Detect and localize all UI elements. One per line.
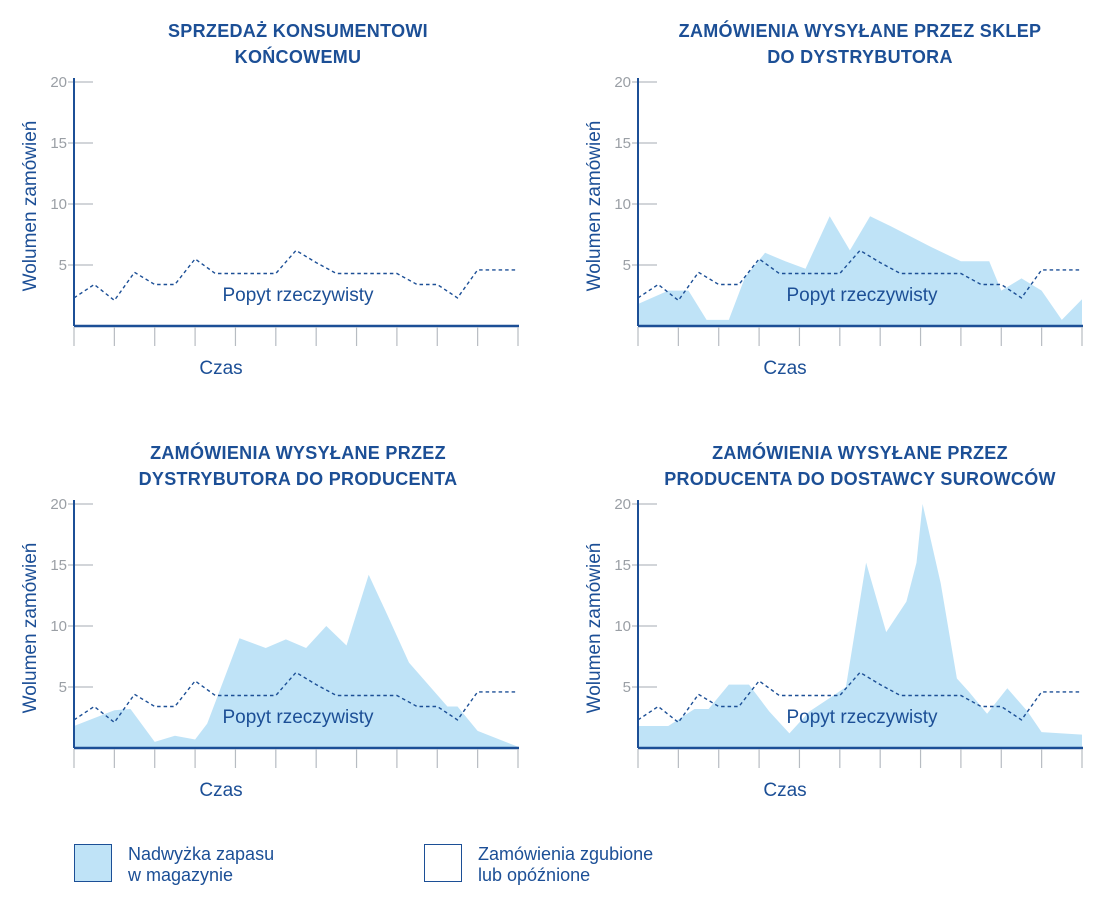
legend-label-line: w magazynie	[128, 865, 234, 885]
surplus-area	[74, 574, 518, 748]
surplus-area	[638, 504, 1082, 748]
y-tick-label: 5	[623, 257, 631, 274]
chart-title-line: SPRZEDAŻ KONSUMENTOWI	[168, 21, 428, 41]
x-axis-label: Czas	[199, 358, 242, 379]
chart-title-distributor-to-producer: ZAMÓWIENIA WYSYŁANE PRZEZ DYSTRYBUTORA D…	[60, 440, 536, 492]
demand-label: Popyt rzeczywisty	[223, 285, 374, 306]
y-axis-label: Wolumen zamówień	[20, 543, 41, 714]
x-axis-label: Czas	[763, 358, 806, 379]
chart-panel: 5 10 15 20 Popyt rzeczywisty Czas Wolumen zamó…	[20, 496, 519, 801]
chart-title-line: ZAMÓWIENIA WYSYŁANE PRZEZ	[150, 443, 446, 463]
demand-label: Popyt rzeczywisty	[223, 707, 374, 728]
y-tick-label: 15	[50, 557, 67, 574]
demand-line	[637, 671, 1082, 724]
y-tick-label: 5	[623, 679, 631, 696]
y-tick-label: 10	[614, 618, 631, 635]
y-tick-label: 10	[50, 196, 67, 213]
y-tick-label: 20	[614, 496, 631, 513]
x-axis-label: Czas	[763, 780, 806, 801]
demand-label: Popyt rzeczywisty	[787, 707, 938, 728]
y-tick-label: 5	[59, 679, 67, 696]
y-tick-label: 20	[614, 74, 631, 91]
legend-swatch-surplus	[74, 844, 112, 882]
y-tick-label: 20	[50, 74, 67, 91]
demand-line	[73, 249, 518, 302]
chart-title-producer-to-supplier: ZAMÓWIENIA WYSYŁANE PRZEZ PRODUCENTA DO …	[600, 440, 1120, 492]
chart-title-line: DYSTRYBUTORA DO PRODUCENTA	[138, 469, 458, 489]
surplus-area	[638, 216, 1082, 326]
legend-label-line: lub opóźnione	[478, 865, 591, 885]
demand-line	[637, 249, 1082, 302]
y-tick-label: 20	[50, 496, 67, 513]
legend-label-surplus: Nadwyżka zapasu w magazynie	[128, 844, 274, 886]
chart-title-consumer-sales: SPRZEDAŻ KONSUMENTOWI KOŃCOWEMU	[60, 18, 536, 70]
legend-swatch-lost-orders	[424, 844, 462, 882]
x-axis-label: Czas	[199, 780, 242, 801]
y-axis-label: Wolumen zamówień	[584, 121, 605, 292]
chart-panel: 5 10 15 20 Popyt rzeczywisty Czas Wolumen zamó…	[20, 74, 519, 379]
y-tick-label: 10	[50, 618, 67, 635]
y-axis-label: Wolumen zamówień	[584, 543, 605, 714]
chart-title-line: PRODUCENTA DO DOSTAWCY SUROWCÓW	[664, 469, 1056, 489]
y-tick-label: 10	[614, 196, 631, 213]
y-tick-label: 5	[59, 257, 67, 274]
y-tick-label: 15	[614, 135, 631, 152]
y-tick-label: 15	[50, 135, 67, 152]
chart-title-line: DO DYSTRYBUTORA	[767, 47, 953, 67]
legend-label-lost-orders: Zamówienia zgubione lub opóźnione	[478, 844, 653, 886]
chart-title-line: ZAMÓWIENIA WYSYŁANE PRZEZ SKLEP	[678, 21, 1042, 41]
demand-line	[73, 671, 518, 724]
chart-title-line: KOŃCOWEMU	[234, 47, 362, 67]
chart-title-line: ZAMÓWIENIA WYSYŁANE PRZEZ	[712, 443, 1008, 463]
chart-panel: 5 10 15 20 Popyt rzeczywisty Czas Wolumen zamó…	[584, 496, 1083, 801]
chart-panel: 5 10 15 20 Popyt rzeczywisty Czas Wolumen zamó…	[584, 74, 1083, 379]
legend-label-line: Nadwyżka zapasu	[128, 844, 275, 864]
y-tick-label: 15	[614, 557, 631, 574]
y-axis-label: Wolumen zamówień	[20, 121, 41, 292]
demand-label: Popyt rzeczywisty	[787, 285, 938, 306]
chart-title-store-to-distributor: ZAMÓWIENIA WYSYŁANE PRZEZ SKLEP DO DYSTR…	[600, 18, 1120, 70]
legend-label-line: Zamówienia zgubione	[478, 844, 654, 864]
